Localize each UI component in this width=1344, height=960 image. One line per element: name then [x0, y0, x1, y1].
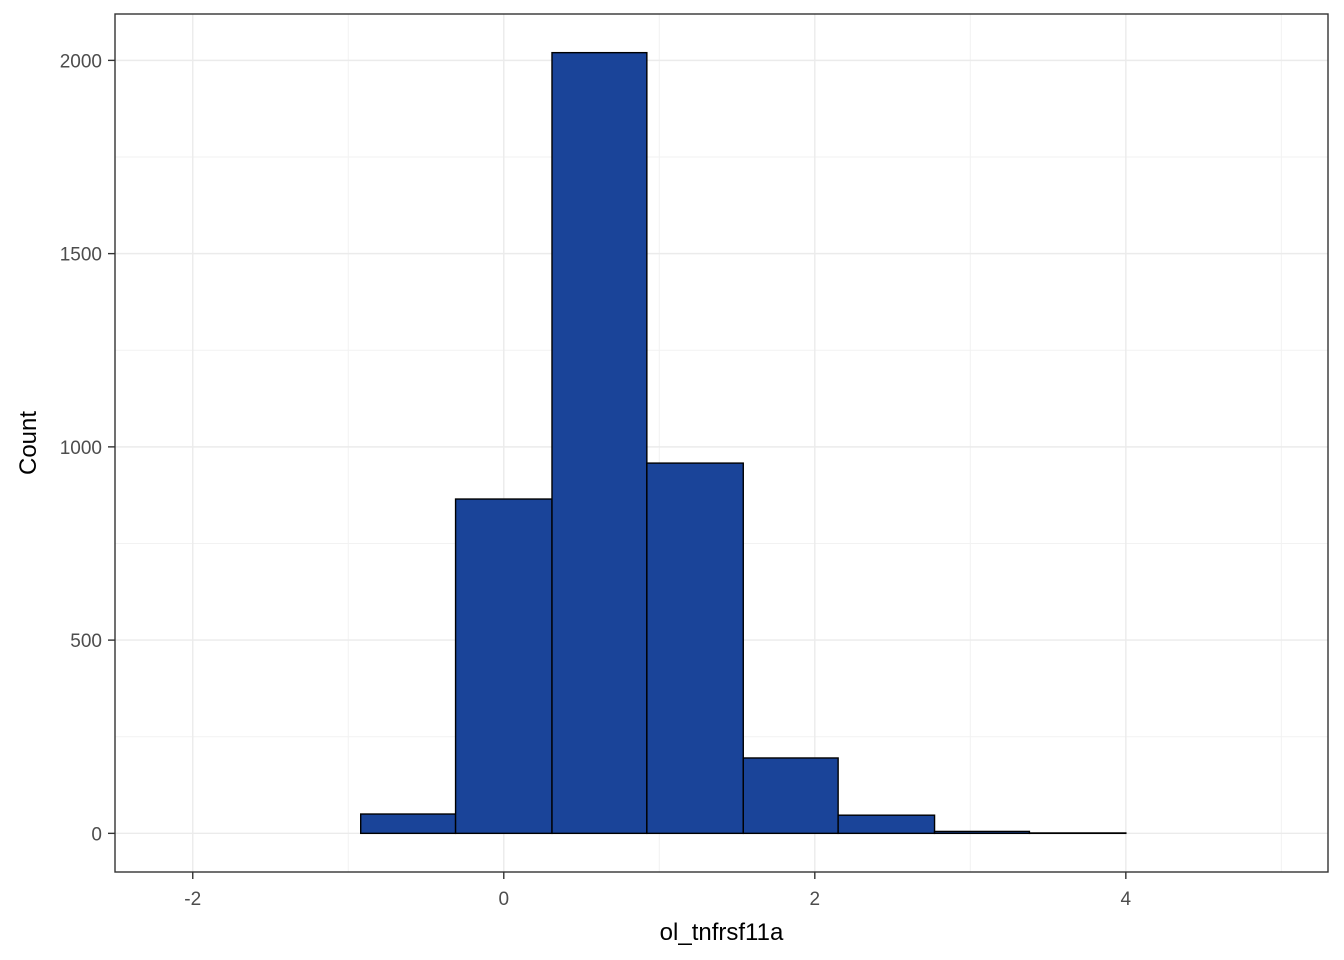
y-axis: 0 500 1000 1500 2000 — [60, 51, 115, 845]
y-axis-title: Count — [15, 411, 42, 475]
histogram-bar — [837, 814, 936, 835]
y-tick-label: 0 — [91, 824, 102, 845]
histogram-bars — [360, 51, 1127, 835]
y-tick-label: 1500 — [60, 245, 102, 266]
y-tick-label: 2000 — [60, 51, 102, 72]
histogram-bar — [454, 498, 553, 835]
histogram-bar — [742, 757, 839, 835]
y-tick-label: 500 — [70, 631, 102, 652]
histogram-bar — [933, 830, 1031, 835]
histogram-bar — [360, 813, 457, 835]
panel-border — [114, 13, 1329, 873]
x-axis: -2 0 2 4 — [184, 872, 1132, 910]
histogram-bar — [551, 51, 648, 835]
x-tick-label: 2 — [810, 889, 821, 910]
x-tick-label: 0 — [498, 889, 509, 910]
x-tick-label: -2 — [184, 889, 201, 910]
x-axis-title: ol_tnfrsf11a — [660, 919, 784, 946]
histogram-bar — [646, 462, 744, 835]
x-tick-label: 4 — [1121, 889, 1132, 910]
y-tick-label: 1000 — [60, 438, 102, 459]
